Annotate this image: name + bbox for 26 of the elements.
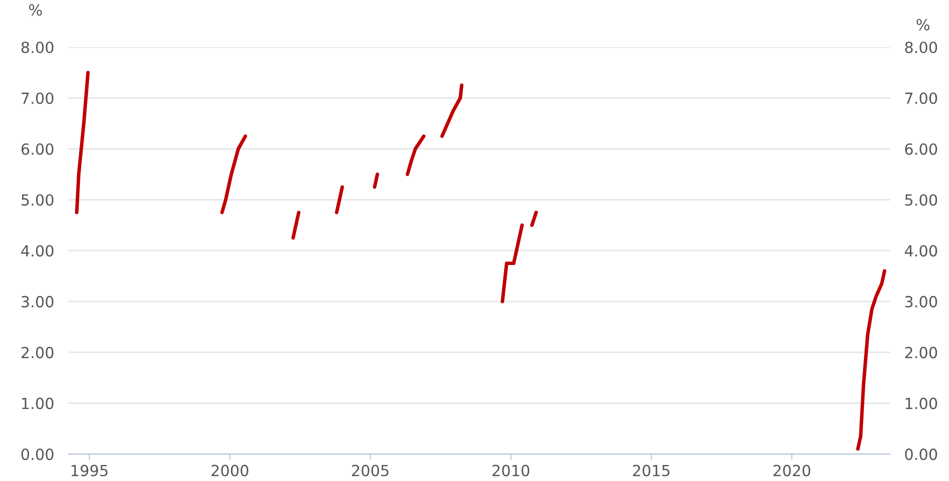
y2-tick-label: 2.00 <box>905 346 938 358</box>
y2-tick-label: 4.00 <box>904 245 938 257</box>
y-tick-label: 8.00 <box>21 42 54 54</box>
y-tick-label: 2.00 <box>22 346 54 358</box>
y2-axis-title: % <box>916 18 930 30</box>
y-tick-label: 0.00 <box>21 448 54 460</box>
y-tick-label: 4.00 <box>21 245 54 257</box>
y2-tick-label: 0.00 <box>905 448 938 460</box>
y-tick-label: 3.00 <box>22 296 54 308</box>
y2-tick-label: 3.00 <box>905 296 938 308</box>
x-tick-label: 2020 <box>774 464 810 476</box>
y2-tick-label: 1.00 <box>906 398 938 410</box>
x-tick-label: 2005 <box>352 464 388 476</box>
y-tick-label: 5.00 <box>22 194 54 206</box>
y2-tick-label: 8.00 <box>905 42 938 54</box>
x-tick-label: 2015 <box>633 464 670 476</box>
y2-tick-label: 7.00 <box>905 92 938 104</box>
y-tick-label: 1.00 <box>22 398 54 410</box>
x-tick-label: 1995 <box>72 464 108 476</box>
y-axis-title: % <box>29 4 42 16</box>
y-tick-label: 6.00 <box>21 143 54 155</box>
x-tick-label: 2010 <box>492 464 530 476</box>
y2-tick-label: 6.00 <box>905 143 938 155</box>
y2-tick-label: 5.00 <box>905 194 938 206</box>
x-tick-label: 2000 <box>212 464 248 476</box>
y-tick-label: 7.00 <box>22 92 54 104</box>
